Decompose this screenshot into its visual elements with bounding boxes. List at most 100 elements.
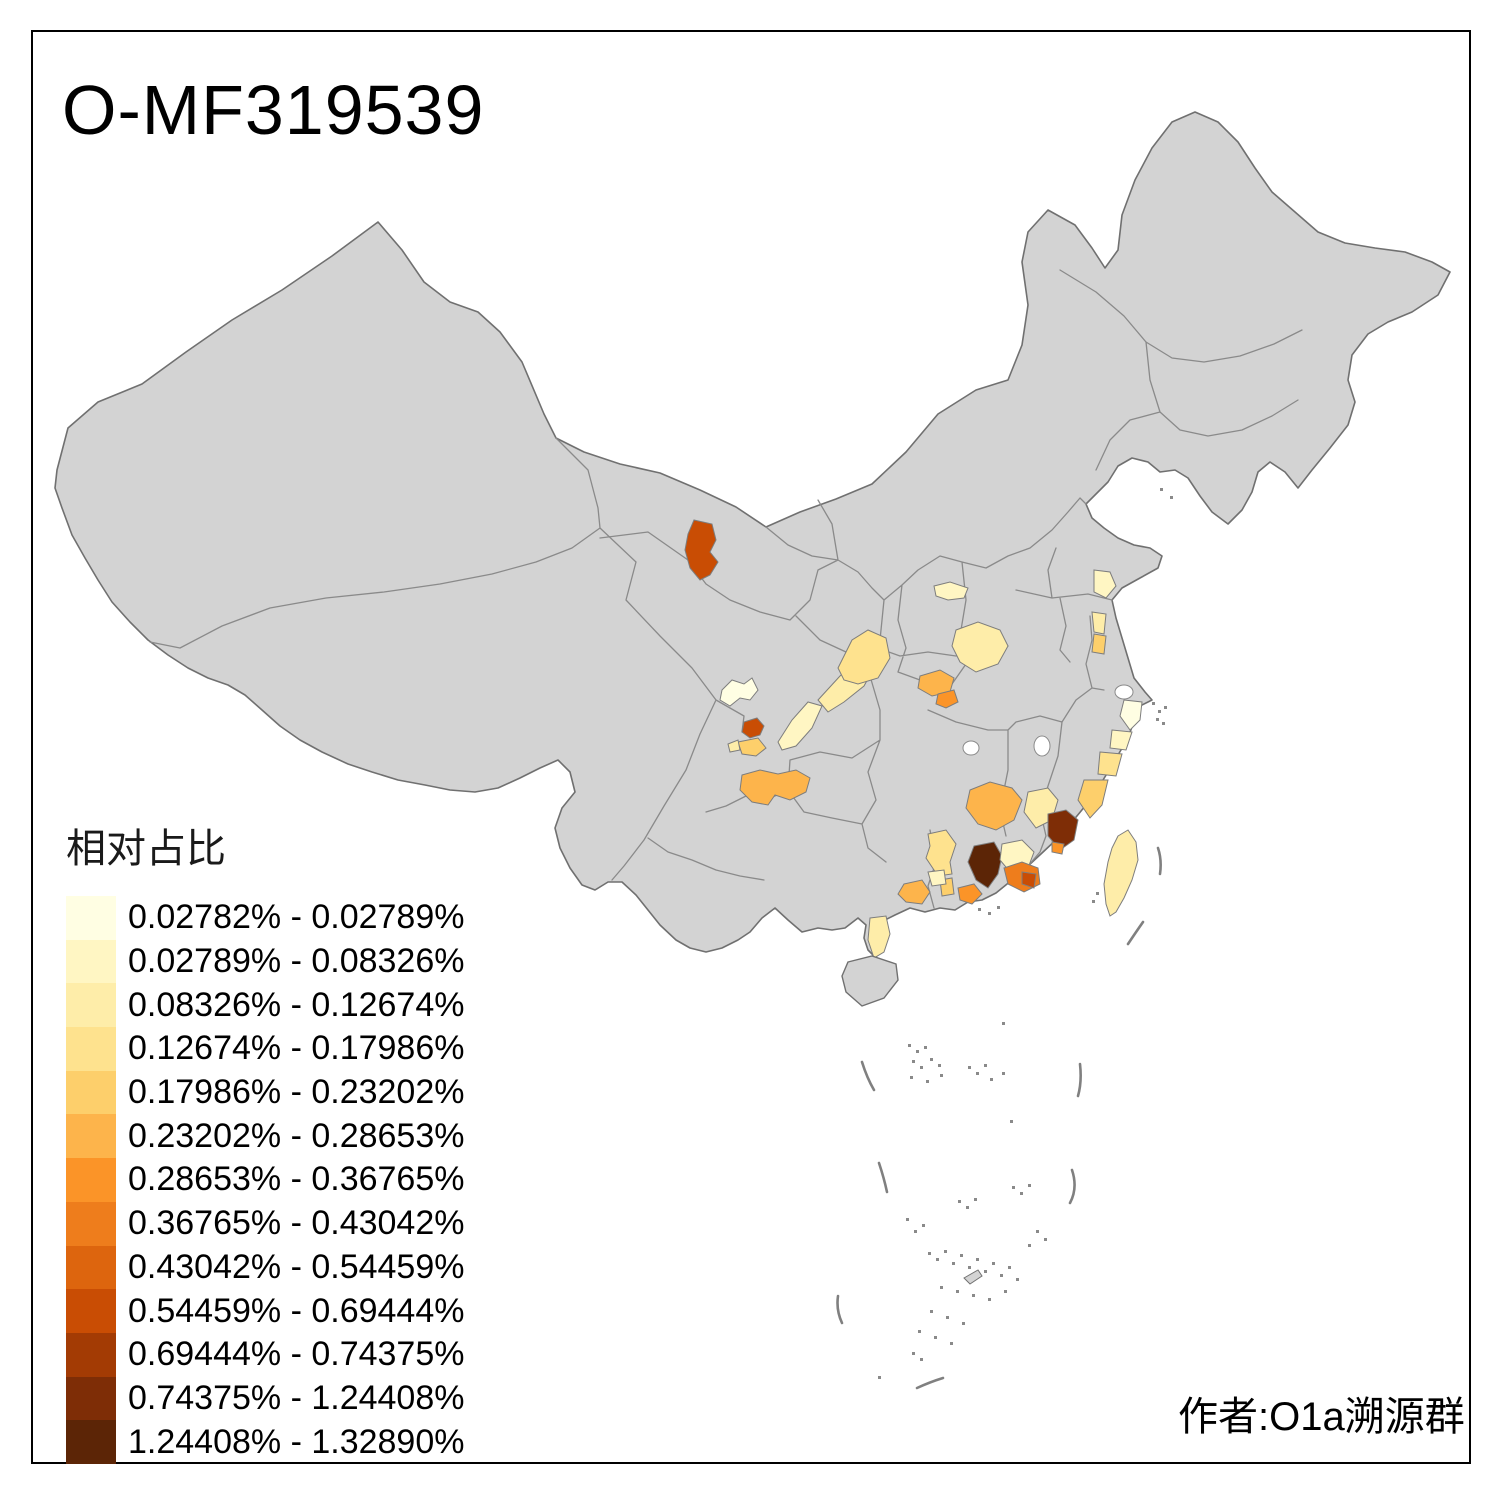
legend-swatch (66, 1070, 116, 1115)
map-region-guangxi-ne (925, 829, 957, 877)
island-dot (972, 1294, 975, 1297)
legend-label: 0.02789% - 0.08326% (128, 942, 465, 981)
island-dot (1158, 710, 1161, 713)
legend-swatch (66, 1158, 116, 1202)
island-dot (1020, 1192, 1023, 1195)
legend-row: 0.69444% - 0.74375% (66, 1332, 465, 1377)
island-dot (878, 1376, 881, 1379)
legend-row: 1.24408% - 1.32890% (66, 1420, 464, 1464)
island-dot (1170, 496, 1173, 499)
legend-label: 0.36765% - 0.43042% (128, 1204, 465, 1243)
lake-poyang (1033, 735, 1051, 757)
legend-label: 0.74375% - 1.24408% (128, 1378, 465, 1417)
island-dot (1096, 892, 1099, 895)
island-dot (920, 1066, 923, 1069)
legend-row: 0.54459% - 0.69444% (66, 1289, 464, 1333)
island-dot (922, 1224, 925, 1227)
map-region-sichuan-s (741, 717, 765, 739)
legend-row: 0.36765% - 0.43042% (66, 1201, 465, 1246)
map-region-yulin (897, 879, 931, 905)
map-region-jiangsu (1093, 569, 1117, 599)
island-dot (1012, 1186, 1015, 1189)
map-region-leizhou (867, 915, 891, 959)
legend-rows: 0.02782% - 0.02789% 0.02789% - 0.08326% 0.… (66, 896, 464, 1464)
choropleth-regions (684, 519, 1143, 959)
island-dot (984, 1270, 987, 1273)
island-dot (968, 1066, 971, 1069)
island-dot (1002, 1022, 1005, 1025)
map-region-anhui-n (1091, 611, 1107, 635)
island-dot (956, 1290, 959, 1293)
map-region-zhejiang-s (1097, 751, 1123, 777)
map-region-chengdu (719, 677, 759, 707)
lake-taihu (1114, 684, 1134, 700)
legend-row: 0.08326% - 0.12674% (66, 983, 465, 1028)
legend-row: 0.23202% - 0.28653% (66, 1114, 465, 1159)
island-dot (952, 1262, 955, 1265)
island-dot (984, 1064, 987, 1067)
island-dot (950, 1342, 953, 1345)
lakes (962, 684, 1134, 757)
legend-row: 0.43042% - 0.54459% (66, 1245, 464, 1290)
map-region-gansu (684, 519, 719, 581)
author-credit: 作者:O1a溯源群 (1178, 1395, 1465, 1439)
map-region-yibin (739, 769, 811, 806)
nine-dash-line (836, 846, 1162, 1390)
island-dot (976, 1072, 979, 1075)
island-dot (1000, 1274, 1003, 1277)
legend-swatch (66, 1420, 116, 1464)
legend-row: 0.02789% - 0.08326% (66, 939, 465, 984)
island-dot (908, 1044, 911, 1047)
island-dot (976, 1258, 979, 1261)
map-region-shaanxi (933, 581, 969, 601)
map-region-anhui-s (1091, 633, 1107, 655)
legend-swatch (66, 896, 116, 940)
map-region-hubei-c2 (935, 689, 959, 709)
island-dot (1016, 1278, 1019, 1281)
island-dots (878, 488, 1173, 1379)
map-region-neijiang (737, 737, 767, 757)
legend-label: 1.24408% - 1.32890% (128, 1422, 465, 1461)
island-dot (1092, 900, 1095, 903)
island-dot (1044, 1238, 1047, 1241)
island-dot (1164, 706, 1167, 709)
island-dot (940, 1074, 943, 1077)
legend-swatch (66, 1376, 116, 1421)
island-dot (992, 1262, 995, 1265)
hainan-island (841, 955, 899, 1007)
map-region-zhejiang-n (1119, 699, 1143, 731)
island-dot (920, 1358, 923, 1361)
island-dot (924, 1046, 927, 1049)
island-dot (988, 912, 991, 915)
map-region-zhejiang-c (1109, 729, 1133, 751)
map-region-sichuan-e (837, 629, 891, 685)
map-region-heyuan (967, 841, 1003, 889)
legend-label: 0.08326% - 0.12674% (128, 985, 465, 1024)
island-dot (928, 1252, 931, 1255)
island-dot (938, 1064, 941, 1067)
legend-label: 0.23202% - 0.28653% (128, 1116, 465, 1155)
map-region-neijiang-w (727, 739, 741, 753)
legend-label: 0.12674% - 0.17986% (128, 1029, 465, 1068)
island-dot (926, 1080, 929, 1083)
mainland-outline (54, 111, 1451, 959)
island-dot (968, 1266, 971, 1269)
island-dot (997, 906, 1000, 909)
island-dot (1160, 488, 1163, 491)
legend-row: 0.12674% - 0.17986% (66, 1027, 464, 1071)
island-dot (966, 1206, 969, 1209)
island-dot (910, 1076, 913, 1079)
island-dot (958, 1200, 961, 1203)
legend-row: 0.17986% - 0.23202% (66, 1070, 464, 1115)
island-dot (1004, 1290, 1007, 1293)
island-dot (1002, 1072, 1005, 1075)
island-dot (990, 1078, 993, 1081)
legend-label: 0.69444% - 0.74375% (128, 1335, 465, 1374)
map-region-chongqing-w (777, 701, 823, 751)
legend-label: 0.54459% - 0.69444% (128, 1291, 465, 1330)
legend-swatch (66, 939, 116, 984)
legend: 相对占比 0.02782% - 0.02789% 0.02789% - 0.083… (66, 816, 464, 1464)
legend-title: 相对占比 (66, 827, 226, 871)
